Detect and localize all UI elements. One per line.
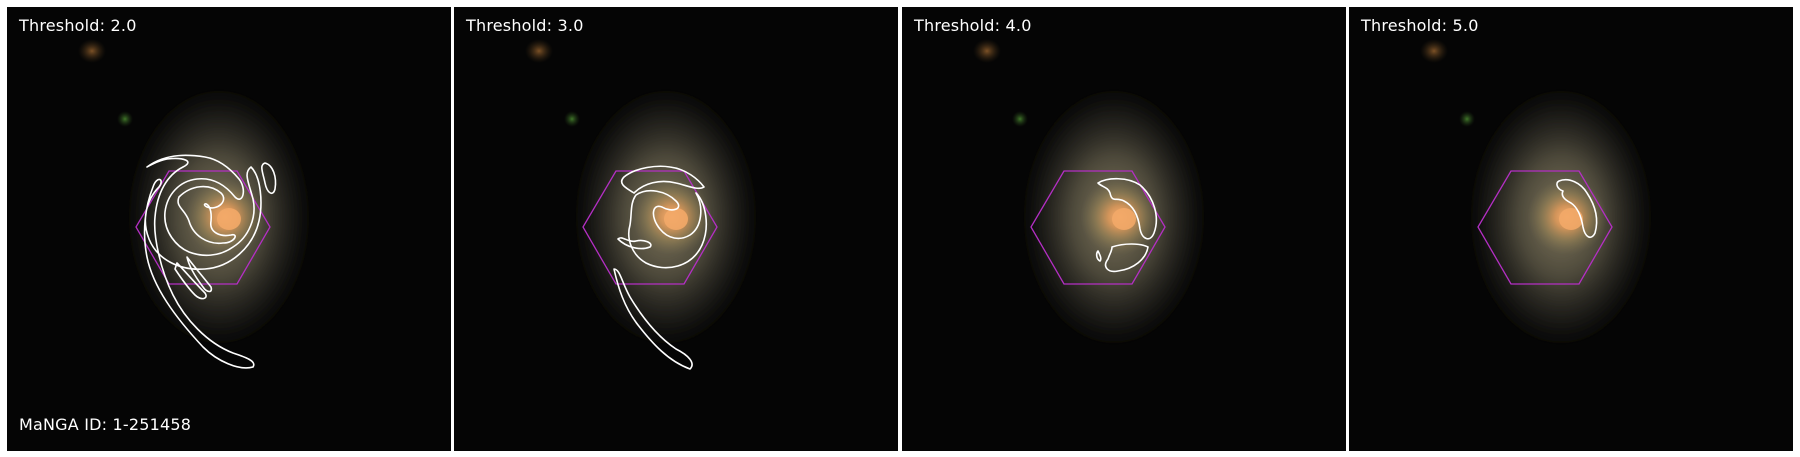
image-panel-2: Threshold: 3.0 xyxy=(454,7,898,451)
galaxy-image xyxy=(7,7,451,451)
contour-outline xyxy=(613,165,708,370)
contour-outline xyxy=(143,154,277,369)
background-star xyxy=(1420,39,1448,63)
galaxy-image xyxy=(902,7,1346,451)
image-panel-4: Threshold: 5.0 xyxy=(1349,7,1793,451)
background-star xyxy=(525,39,553,63)
ifu-hexagon xyxy=(135,170,271,285)
threshold-label: Threshold: 3.0 xyxy=(466,16,584,35)
threshold-label: Threshold: 5.0 xyxy=(1361,16,1479,35)
background-star xyxy=(973,39,1001,63)
galaxy-image xyxy=(454,7,898,451)
threshold-label: Threshold: 4.0 xyxy=(914,16,1032,35)
image-panel-3: Threshold: 4.0 xyxy=(902,7,1346,451)
contour-outline xyxy=(1095,177,1158,273)
background-star xyxy=(78,39,106,63)
contour-outline xyxy=(1556,178,1598,239)
ifu-hexagon xyxy=(1030,170,1166,285)
manga-id-label: MaNGA ID: 1-251458 xyxy=(19,415,192,434)
image-panel-1: Threshold: 2.0 MaNGA ID: 1-251458 xyxy=(7,7,451,451)
galaxy-image xyxy=(1349,7,1793,451)
threshold-label: Threshold: 2.0 xyxy=(19,16,137,35)
ifu-hexagon xyxy=(1477,170,1613,285)
